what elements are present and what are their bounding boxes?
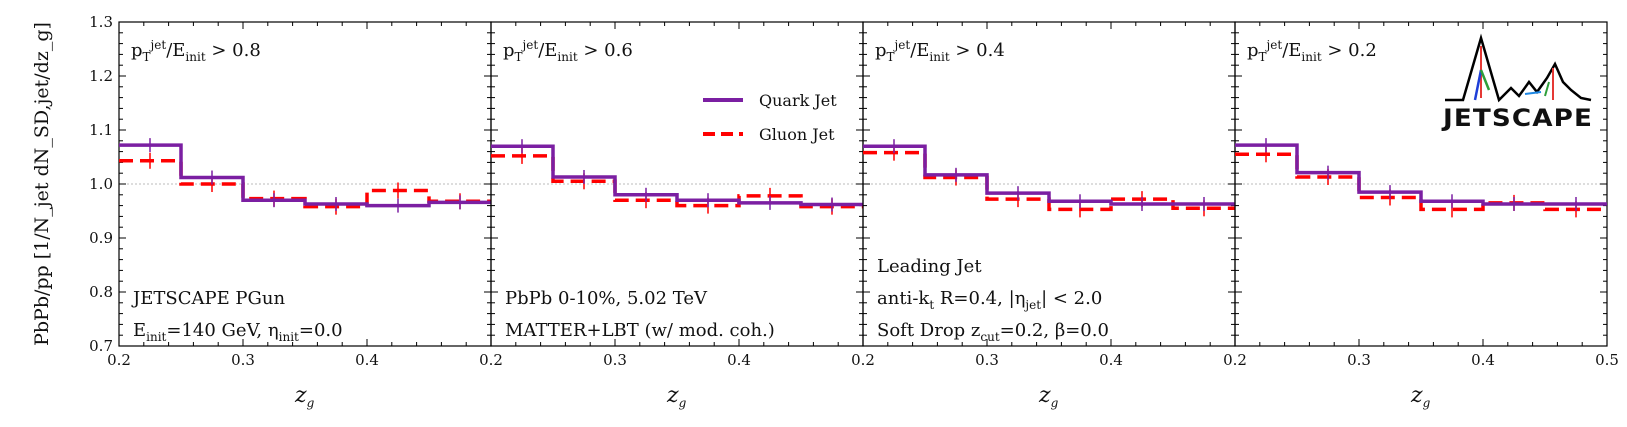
panel-3: 0.2 0.3 0.4 zg pTjet/Einit > 0.4 Leading Jet a… <box>851 21 1236 410</box>
logo-mountain-outline <box>1445 33 1592 103</box>
jetscape-logo: JETSCAPE <box>1441 33 1593 132</box>
logo-green-jet <box>1479 69 1491 91</box>
annotation-text: MATTER+LBT (w/ mod. coh.) <box>505 320 775 341</box>
quark-series-line <box>491 144 863 207</box>
x-tick-label: 0.5 <box>1595 351 1619 369</box>
y-tick-label: 0.7 <box>89 337 113 355</box>
legend-quark-label: Quark Jet <box>759 91 837 110</box>
x-tick-label: 0.3 <box>231 351 255 369</box>
x-tick-label: 0.3 <box>603 351 627 369</box>
logo-wordmark: JETSCAPE <box>1441 104 1593 132</box>
annotation-text: PbPb 0-10%, 5.02 TeV <box>505 288 708 309</box>
x-tick-label: 0.3 <box>975 351 999 369</box>
annotation-text: JETSCAPE PGun <box>131 288 286 309</box>
cut-label: pTjet/Einit > 0.2 <box>1247 38 1377 64</box>
logo-blue-jet <box>1473 69 1483 101</box>
gluon-series-line <box>1235 152 1607 212</box>
logo-green-jet-small <box>1544 81 1550 97</box>
cut-label: pTjet/Einit > 0.4 <box>875 38 1005 64</box>
y-tick-label: 0.8 <box>89 283 113 301</box>
gluon-series-line <box>863 150 1235 212</box>
y-tick-label: 1.3 <box>89 13 113 31</box>
quark-series-line <box>1235 143 1607 206</box>
y-tick-label: 1.0 <box>89 175 113 193</box>
x-tick-label: 0.2 <box>851 351 875 369</box>
annotation-text: anti-kt R=0.4, |ηjet| < 2.0 <box>877 288 1102 312</box>
logo-blue-streak <box>1524 91 1542 95</box>
x-tick-label: 0.4 <box>355 351 379 369</box>
panel-1: 0.2 0.3 0.4 zg pTjet/Einit > 0.8 JETSCAPE PGu… <box>107 21 492 410</box>
y-axis-title: PbPb/pp [1/N_jet dN_SD,jet/dz_g] <box>31 22 53 346</box>
x-axis-title: zg <box>294 383 315 410</box>
x-tick-label: 0.4 <box>1471 351 1495 369</box>
x-axis-title: zg <box>666 383 687 410</box>
panel-2: 0.2 0.3 0.4 zg pTjet/Einit > 0.6 PbPb 0-10%, … <box>479 21 864 410</box>
y-tick-label: 0.9 <box>89 229 113 247</box>
x-tick-label: 0.3 <box>1347 351 1371 369</box>
quark-series-line <box>863 144 1235 206</box>
x-tick-label: 0.4 <box>727 351 751 369</box>
quark-series-line <box>119 143 491 208</box>
cut-label: pTjet/Einit > 0.8 <box>131 38 261 64</box>
gluon-series-line <box>491 154 863 209</box>
annotation-text: Soft Drop zcut=0.2, β=0.0 <box>877 320 1109 344</box>
annotation-text: Leading Jet <box>877 256 982 277</box>
panel-4: 0.2 0.3 0.4 0.5 zg pTjet/Einit > 0.2 JETSCAPE <box>1223 21 1619 410</box>
x-tick-label: 0.4 <box>1099 351 1123 369</box>
legend-gluon-label: Gluon Jet <box>759 125 835 144</box>
x-tick-label: 0.2 <box>1223 351 1247 369</box>
x-axis-title: zg <box>1410 383 1431 410</box>
annotation-text: Einit=140 GeV, ηinit=0.0 <box>133 320 343 344</box>
x-axis-title: zg <box>1038 383 1059 410</box>
y-tick-label: 1.1 <box>89 121 113 139</box>
y-tick-label: 1.2 <box>89 67 113 85</box>
cut-label: pTjet/Einit > 0.6 <box>503 38 633 64</box>
x-tick-label: 0.2 <box>479 351 503 369</box>
x-tick-label: 0.2 <box>107 351 131 369</box>
